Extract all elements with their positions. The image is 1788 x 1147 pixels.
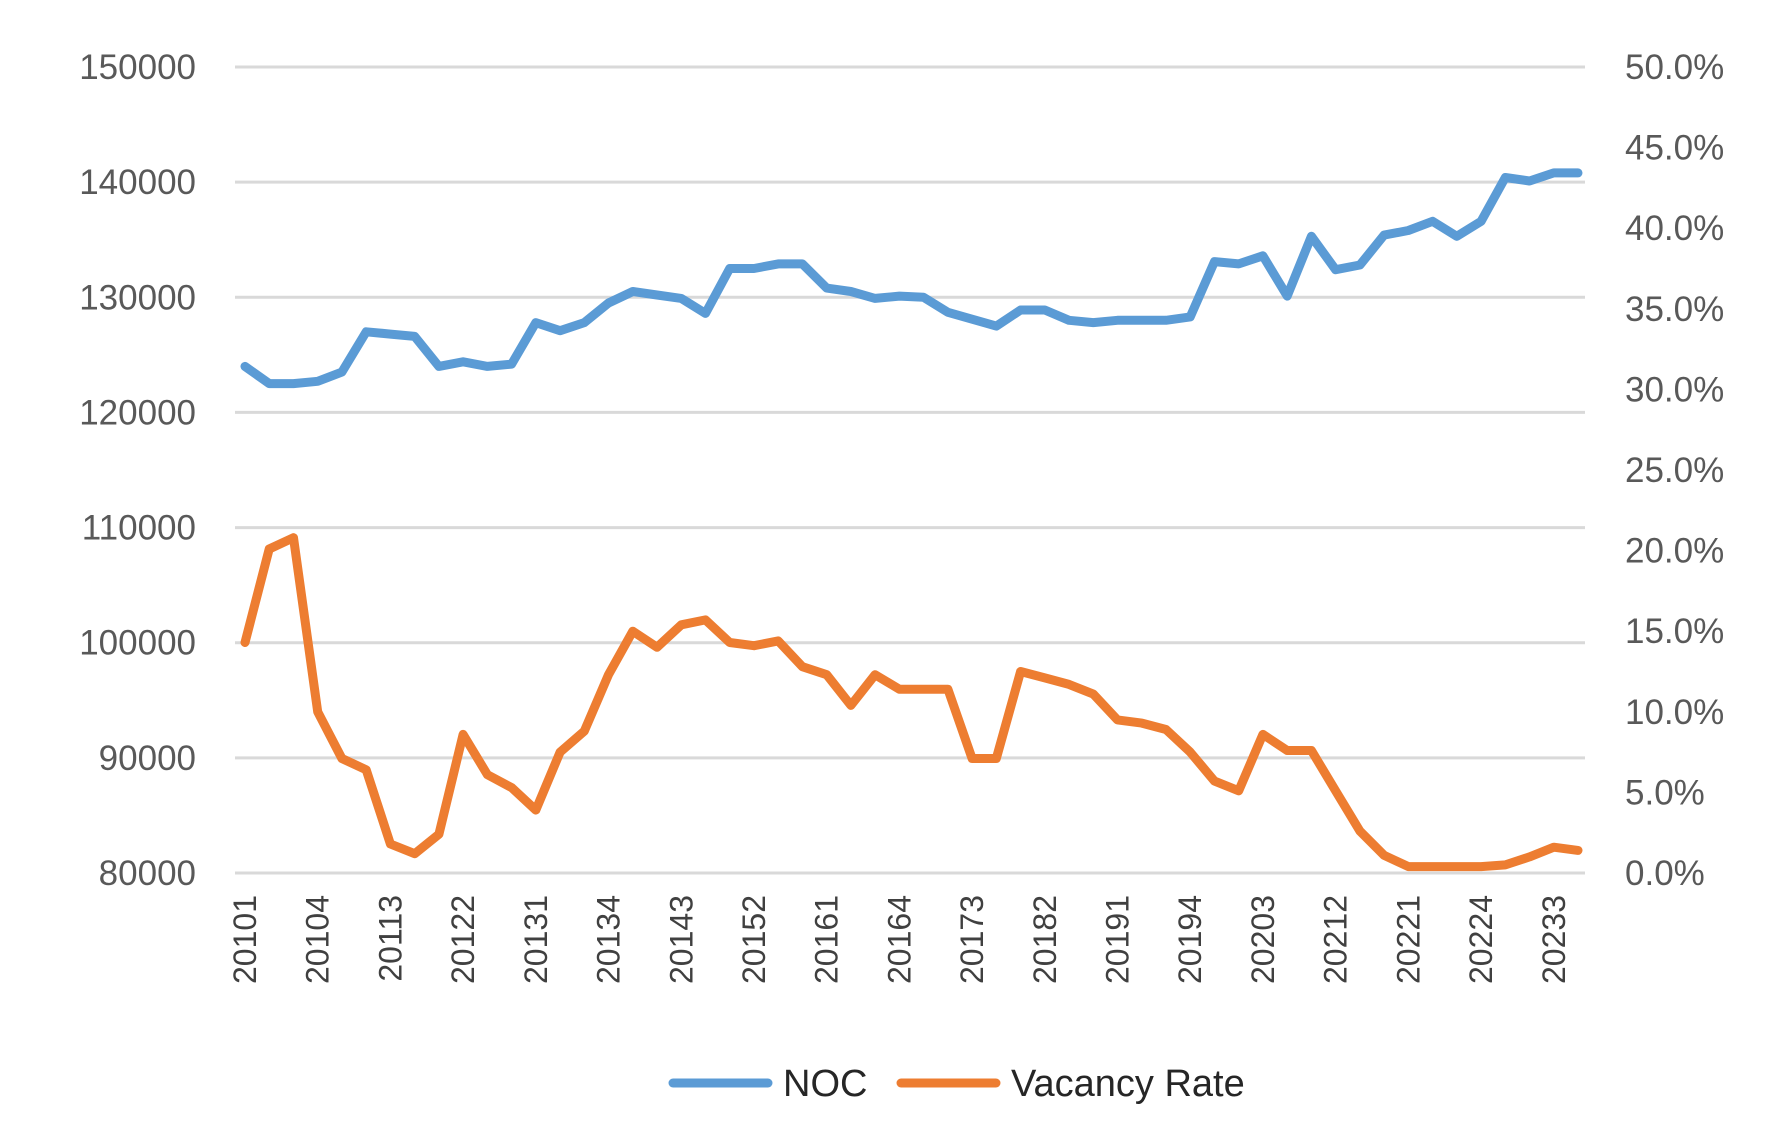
series-line-noc xyxy=(240,168,1583,389)
legend: NOC Vacancy Rate xyxy=(668,1063,1245,1105)
x-tick-label: 20194 xyxy=(1172,895,1208,984)
x-tick-label: 20233 xyxy=(1536,895,1572,984)
x-tick-label: 20134 xyxy=(591,895,627,984)
x-tick-label: 20182 xyxy=(1027,895,1063,984)
x-tick-label: 20173 xyxy=(954,895,990,984)
x-tick-label: 20131 xyxy=(518,895,554,984)
left-y-tick-label: 100000 xyxy=(79,624,196,663)
right-y-tick-label: 0.0% xyxy=(1625,854,1705,893)
series-line-vacancy-rate xyxy=(240,533,1583,872)
x-tick-label: 20161 xyxy=(809,895,845,984)
x-tick-label: 20203 xyxy=(1245,895,1281,984)
left-y-tick-label: 140000 xyxy=(79,163,196,202)
series-lines xyxy=(240,168,1583,872)
legend-label-vacancy-rate: Vacancy Rate xyxy=(1011,1063,1245,1105)
left-y-tick-label: 130000 xyxy=(79,278,196,317)
x-axis: 20101 20104 20113 20122 20131 20134 20143 20152… xyxy=(227,895,1572,984)
x-tick-label: 20212 xyxy=(1318,895,1354,984)
left-y-tick-label: 80000 xyxy=(99,854,196,893)
x-tick-label: 20143 xyxy=(663,895,699,984)
right-y-tick-label: 40.0% xyxy=(1625,209,1724,248)
right-y-tick-label: 50.0% xyxy=(1625,48,1724,87)
x-tick-label: 20224 xyxy=(1463,895,1499,984)
x-tick-label: 20221 xyxy=(1390,895,1426,984)
left-y-tick-label: 150000 xyxy=(79,48,196,87)
x-tick-label: 20122 xyxy=(445,895,481,984)
x-tick-label: 20104 xyxy=(300,895,336,984)
right-y-tick-label: 10.0% xyxy=(1625,693,1724,732)
right-y-tick-label: 5.0% xyxy=(1625,773,1705,812)
legend-label-noc: NOC xyxy=(783,1063,867,1105)
left-y-tick-label: 90000 xyxy=(99,739,196,778)
right-y-tick-label: 35.0% xyxy=(1625,290,1724,329)
x-tick-label: 20191 xyxy=(1100,895,1136,984)
left-y-tick-label: 120000 xyxy=(79,393,196,432)
gridlines xyxy=(235,65,1585,875)
right-y-tick-label: 25.0% xyxy=(1625,451,1724,490)
right-y-tick-label: 45.0% xyxy=(1625,129,1724,168)
right-y-tick-label: 30.0% xyxy=(1625,370,1724,409)
x-tick-label: 20152 xyxy=(736,895,772,984)
right-y-axis: 0.0% 5.0% 10.0% 15.0% 20.0% 25.0% 30.0% 35.0% 40… xyxy=(1625,48,1724,893)
x-tick-label: 20164 xyxy=(881,895,917,984)
right-y-tick-label: 15.0% xyxy=(1625,612,1724,651)
left-y-axis: 80000 90000 100000 110000 120000 130000 140000… xyxy=(79,48,196,893)
x-tick-label: 20113 xyxy=(372,895,408,982)
right-y-tick-label: 20.0% xyxy=(1625,532,1724,571)
x-tick-label: 20101 xyxy=(227,895,263,984)
left-y-tick-label: 110000 xyxy=(82,509,196,548)
